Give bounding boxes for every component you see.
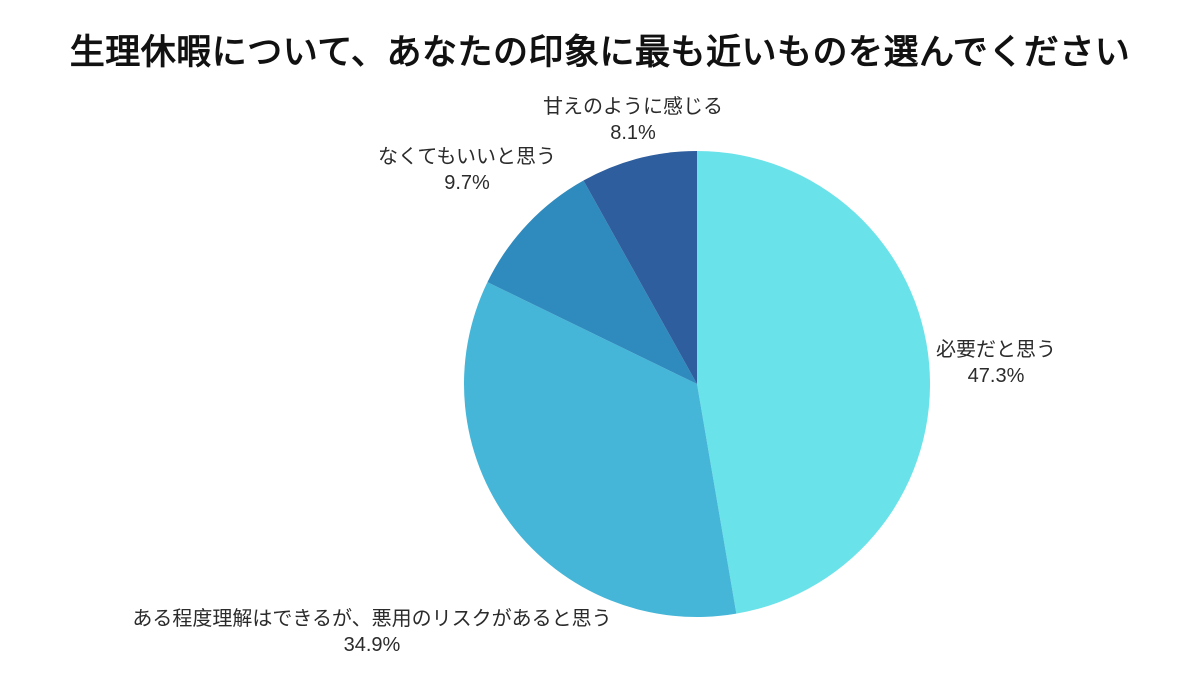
pie-label-text: 甘えのように感じる bbox=[543, 96, 723, 118]
pie-label-percent: 8.1% bbox=[610, 122, 656, 144]
pie-slice-2 bbox=[487, 180, 697, 384]
pie-label-0: 必要だと思う 47.3% bbox=[936, 337, 1056, 389]
pie-label-1: ある程度理解はできるが、悪用のリスクがあると思う 34.9% bbox=[132, 606, 611, 658]
pie-label-3: 甘えのように感じる 8.1% bbox=[543, 94, 723, 146]
pie-label-2: なくてもいいと思う 9.7% bbox=[378, 144, 556, 196]
pie-label-text: なくてもいいと思う bbox=[378, 146, 556, 168]
pie-slice-3 bbox=[583, 151, 697, 384]
pie-slice-0 bbox=[697, 151, 931, 614]
pie-label-text: 必要だと思う bbox=[936, 339, 1056, 361]
chart-title: 生理休暇について、あなたの印象に最も近いものを選んでください bbox=[69, 33, 1131, 72]
pie-label-percent: 47.3% bbox=[967, 365, 1025, 387]
pie-slice-1 bbox=[463, 282, 737, 618]
pie-label-percent: 9.7% bbox=[444, 172, 490, 194]
pie-label-text: ある程度理解はできるが、悪用のリスクがあると思う bbox=[132, 608, 612, 630]
pie-label-percent: 34.9% bbox=[343, 634, 401, 656]
